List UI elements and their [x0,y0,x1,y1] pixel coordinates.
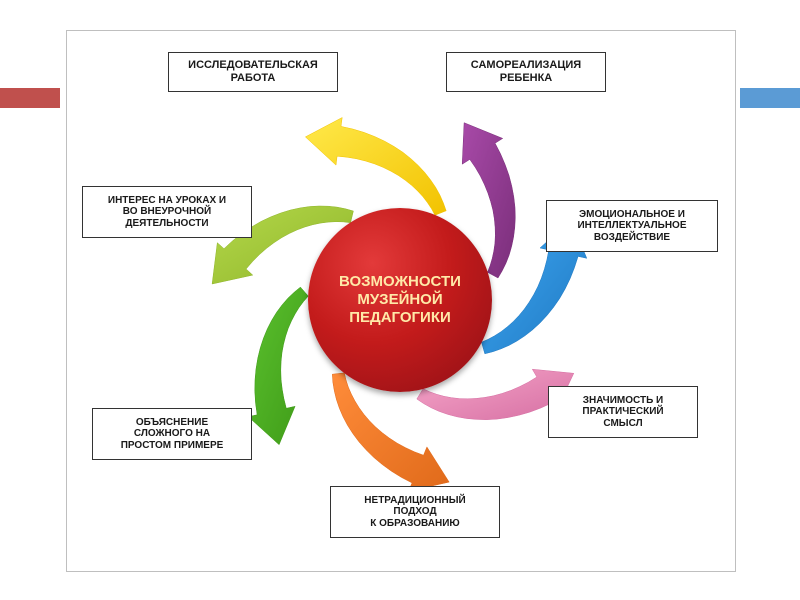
label-selfreal: САМОРЕАЛИЗАЦИЯРЕБЕНКА [446,52,606,92]
label-research: ИССЛЕДОВАТЕЛЬСКАЯРАБОТА [168,52,338,92]
label-explain: ОБЪЯСНЕНИЕСЛОЖНОГО НАПРОСТОМ ПРИМЕРЕ [92,408,252,460]
label-nontrad: НЕТРАДИЦИОННЫЙПОДХОДК ОБРАЗОВАНИЮ [330,486,500,538]
center-title: ВОЗМОЖНОСТИМУЗЕЙНОЙПЕДАГОГИКИ [308,273,492,327]
diagram-canvas: ВОЗМОЖНОСТИМУЗЕЙНОЙПЕДАГОГИКИ ИССЛЕДОВАТ… [0,0,800,600]
label-meaning: ЗНАЧИМОСТЬ ИПРАКТИЧЕСКИЙСМЫСЛ [548,386,698,438]
label-emotional: ЭМОЦИОНАЛЬНОЕ ИИНТЕЛЛЕКТУАЛЬНОЕВОЗДЕЙСТВ… [546,200,718,252]
accent-bar-left [0,88,60,108]
center-circle: ВОЗМОЖНОСТИМУЗЕЙНОЙПЕДАГОГИКИ [308,208,492,392]
label-interest: ИНТЕРЕС НА УРОКАХ ИВО ВНЕУРОЧНОЙДЕЯТЕЛЬН… [82,186,252,238]
accent-bar-right [740,88,800,108]
